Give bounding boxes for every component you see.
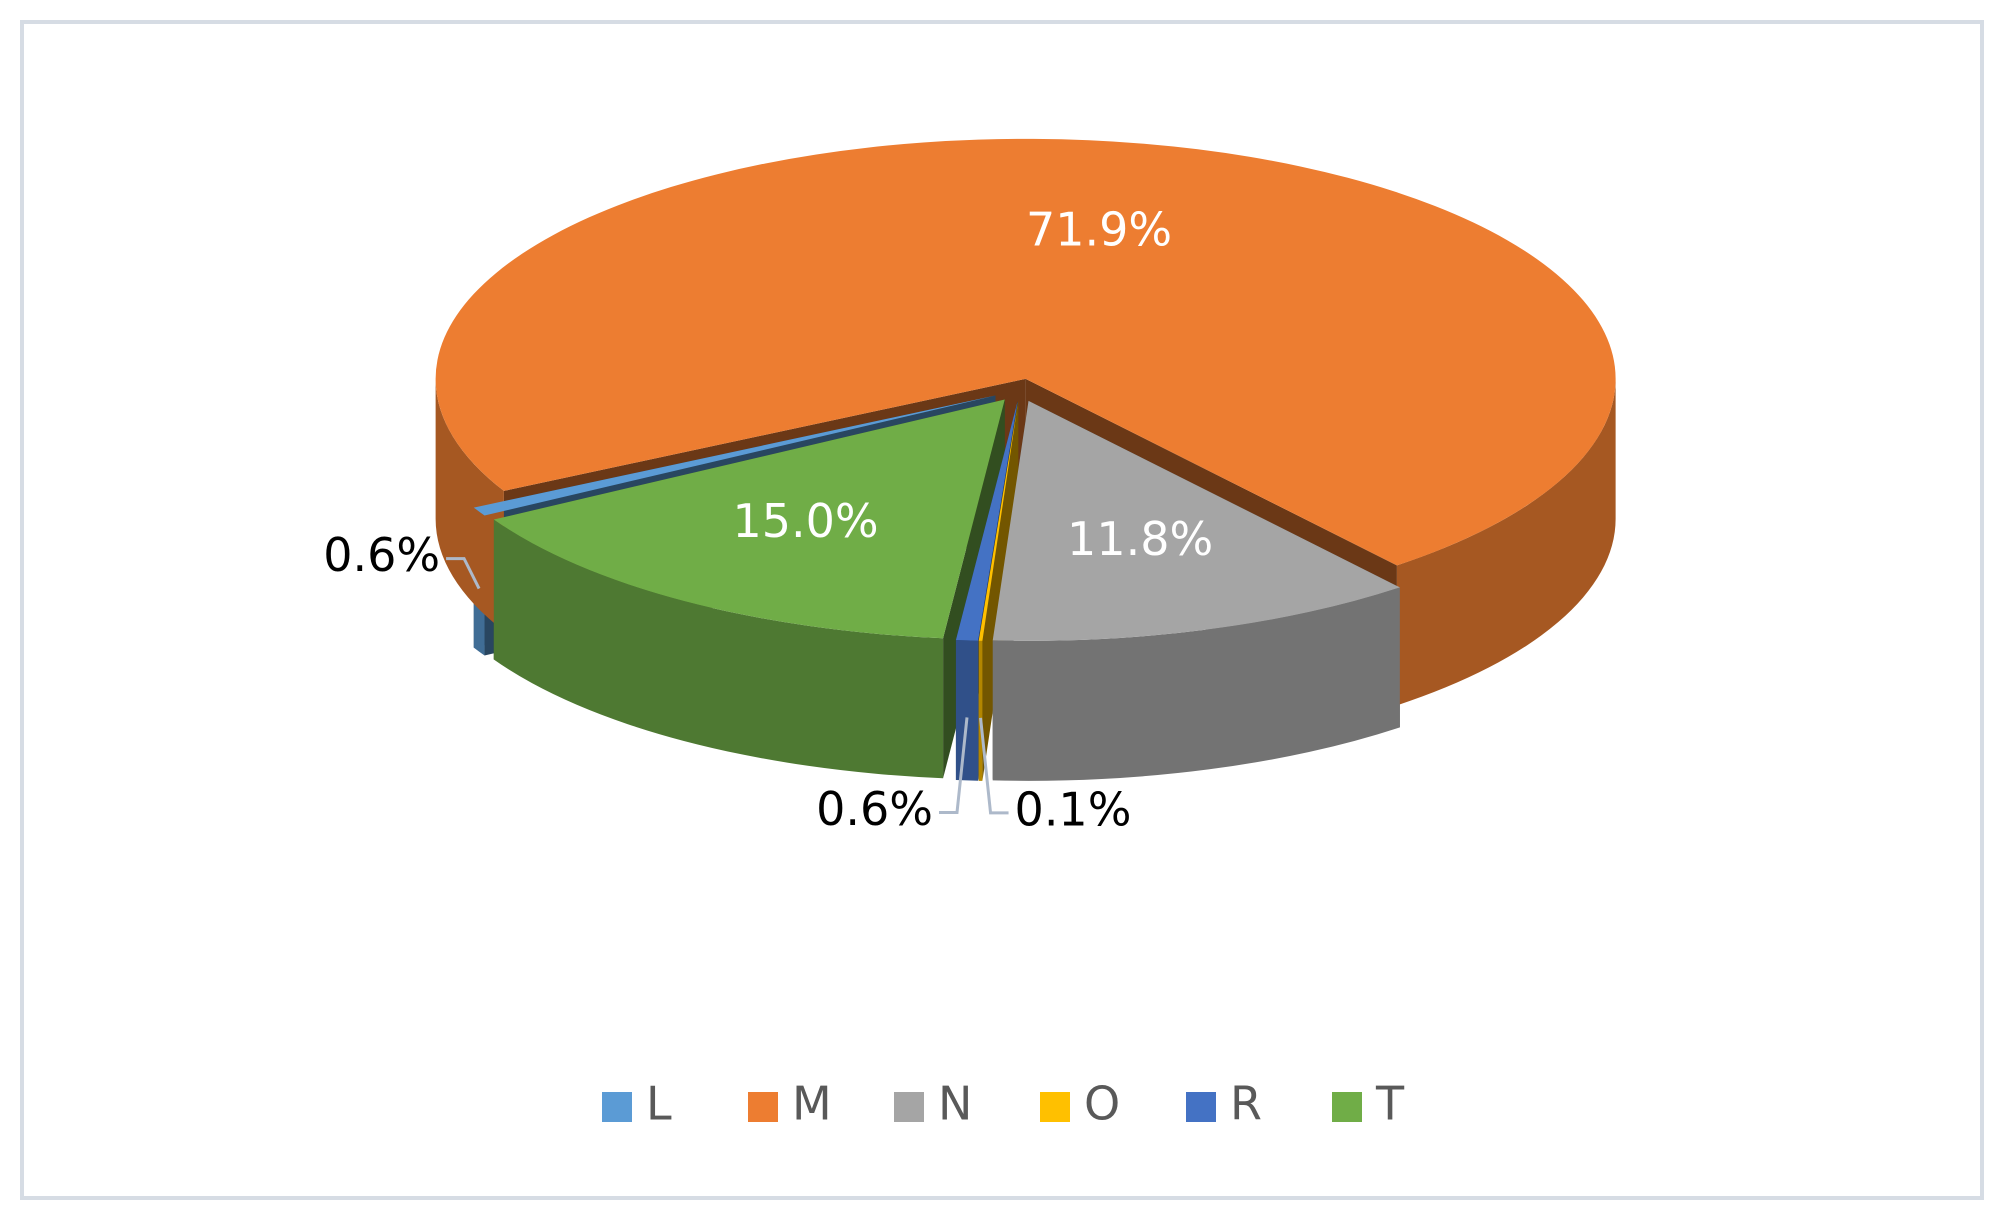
data-label: 0.6% <box>323 528 440 582</box>
legend-swatch <box>1332 1092 1362 1122</box>
leader-line <box>446 557 481 590</box>
legend-label: R <box>1230 1077 1262 1131</box>
data-label: 71.9% <box>1026 203 1172 257</box>
legend-swatch <box>1040 1092 1070 1122</box>
data-labels: 0.6% 71.9% 11.8% 0.1% 0.6% 15.0% <box>323 203 1213 837</box>
slice <box>992 400 1400 641</box>
slice-side <box>955 640 979 781</box>
legend-label: T <box>1375 1077 1405 1131</box>
slice-side <box>978 640 983 781</box>
slice-side <box>435 378 504 631</box>
legend-label: M <box>792 1077 832 1131</box>
slice-side <box>992 587 1400 781</box>
slice-side <box>493 519 944 779</box>
legend-label: L <box>646 1077 672 1131</box>
data-label: 0.1% <box>1015 782 1132 836</box>
slice <box>473 395 996 516</box>
legend-label: N <box>938 1077 972 1131</box>
legend-swatch <box>748 1092 778 1122</box>
leader-line <box>938 717 969 814</box>
slice-side <box>1396 378 1616 706</box>
legend-swatch <box>602 1092 632 1122</box>
legend-swatch <box>894 1092 924 1122</box>
data-label: 0.6% <box>816 782 933 836</box>
pie-tops <box>435 138 1616 641</box>
slice <box>978 401 1019 641</box>
leader-line <box>979 717 1009 815</box>
slice <box>493 399 1005 639</box>
data-label: 15.0% <box>732 494 878 548</box>
legend-label: O <box>1084 1077 1120 1131</box>
data-label: 11.8% <box>1067 512 1213 566</box>
slice <box>435 138 1616 566</box>
slice <box>955 401 1018 641</box>
legend-swatch <box>1186 1092 1216 1122</box>
